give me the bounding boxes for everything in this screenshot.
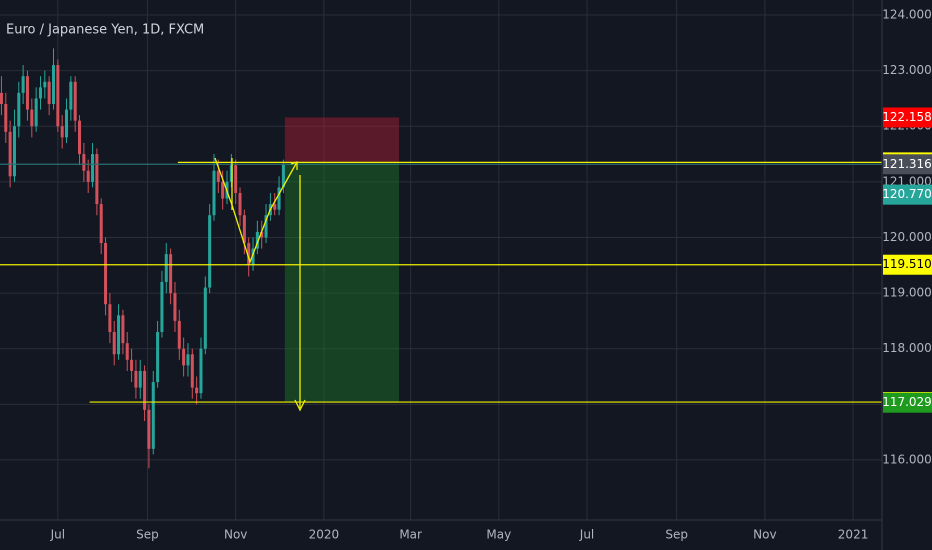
candle-body [43, 81, 47, 88]
candle-body [190, 354, 194, 388]
price-tag-label: 120.770 [882, 187, 932, 201]
x-tick-label: Mar [399, 528, 422, 542]
candle-body [99, 204, 103, 244]
candle-body [147, 409, 151, 449]
candle-body [251, 248, 255, 266]
candle-body [195, 387, 199, 394]
candle-body [160, 281, 164, 333]
candle-body [177, 320, 181, 349]
y-tick-label: 118.000 [882, 341, 932, 355]
candle-body [134, 370, 138, 388]
target-zone [284, 162, 400, 403]
candle-body [30, 109, 34, 127]
candle-body [86, 170, 90, 182]
candle-body [51, 65, 56, 104]
candle-body [8, 131, 12, 177]
x-tick-label: Sep [136, 528, 159, 542]
candle-body [91, 154, 95, 182]
candle-body [21, 76, 25, 93]
candle-body [104, 243, 108, 305]
candle-body [143, 370, 147, 410]
stop-zone [284, 117, 400, 163]
candle-body [156, 332, 160, 383]
candle-body [60, 126, 64, 138]
candle-body [38, 87, 43, 99]
candle-body [34, 98, 38, 127]
candle-body [182, 348, 186, 366]
candle-body [212, 170, 216, 216]
candle-body [121, 315, 125, 344]
candle-body [125, 343, 129, 360]
candle-body [164, 254, 168, 282]
arrow-head [290, 161, 298, 170]
x-tick-label: Sep [665, 528, 688, 542]
price-tag-label: 121.316 [882, 157, 932, 171]
candle-body [0, 92, 3, 104]
candle-body [47, 81, 51, 104]
candle-body [130, 359, 134, 371]
price-tag [883, 154, 932, 175]
candle-body [203, 287, 207, 349]
candle-body [138, 370, 142, 388]
x-tick-label: Nov [224, 528, 247, 542]
y-tick-label: 124.000 [882, 8, 932, 22]
candle-body [4, 104, 8, 132]
drawings [214, 157, 306, 412]
y-tick-label: 119.000 [882, 286, 932, 300]
candle-body [95, 154, 99, 205]
price-tag-label: 119.510 [882, 257, 932, 271]
candle-body [108, 304, 112, 333]
candle-body [277, 187, 281, 210]
candle-body [12, 126, 16, 177]
candle-body [242, 215, 246, 244]
price-tag [883, 184, 932, 205]
x-tick-label: Nov [753, 528, 776, 542]
zigzag [214, 157, 298, 264]
candle-body [73, 81, 77, 121]
y-tick-label: 123.000 [882, 63, 932, 77]
candle-body [238, 192, 242, 216]
candle-body [17, 92, 21, 127]
candle-body [208, 215, 212, 288]
price-tag [883, 254, 932, 275]
candle-body [199, 348, 203, 394]
candle-body [221, 181, 225, 199]
x-tick-label: 2021 [838, 528, 869, 542]
price-tag-label: 122.158 [882, 110, 932, 124]
candle-body [186, 354, 190, 366]
candle-body [64, 109, 69, 138]
candle-body [117, 315, 121, 355]
candle-body [82, 154, 86, 171]
candle-body [69, 81, 73, 110]
price-tag-label: 117.029 [882, 395, 932, 409]
price-tag [883, 107, 932, 128]
candle-body [247, 243, 251, 266]
candle-body [255, 231, 259, 249]
arrow-head [294, 399, 306, 412]
y-tick-label: 120.000 [882, 230, 932, 244]
candle-body [273, 204, 277, 210]
candle-body [216, 170, 220, 182]
candle-body [78, 120, 82, 155]
x-tick-label: May [486, 528, 511, 542]
candle-body [229, 165, 233, 182]
candle-body [264, 215, 268, 238]
x-tick-label: Jul [50, 528, 65, 542]
candle-body [151, 382, 155, 449]
candle-body [56, 65, 60, 127]
candle-body [173, 293, 177, 321]
x-tick-label: 2020 [309, 528, 340, 542]
candle-body [25, 76, 29, 110]
candle-body [112, 332, 116, 355]
candle-body [260, 231, 264, 238]
candle-body [234, 165, 238, 193]
candle-body [281, 164, 285, 188]
candle-body [169, 254, 173, 294]
y-tick-label: 116.000 [882, 452, 932, 466]
chart-title: Euro / Japanese Yen, 1D, FXCM [6, 23, 204, 38]
price-tag [883, 392, 932, 413]
x-tick-label: Jul [579, 528, 594, 542]
